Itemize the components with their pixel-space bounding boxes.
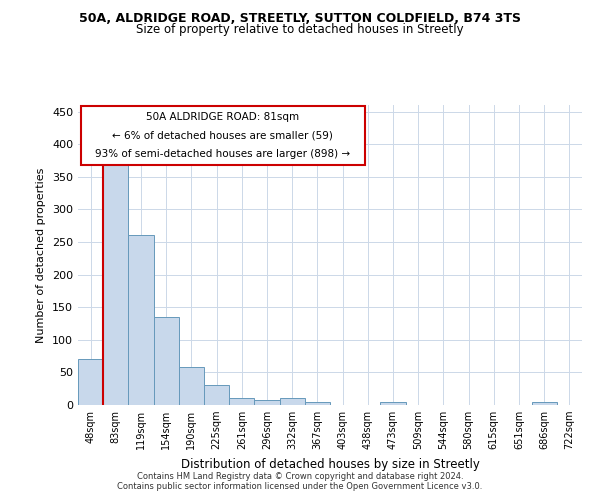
X-axis label: Distribution of detached houses by size in Streetly: Distribution of detached houses by size … [181, 458, 479, 470]
Bar [78, 360, 103, 405]
Bar [254, 400, 280, 405]
Bar [103, 160, 128, 405]
Bar [280, 398, 305, 405]
Text: Contains HM Land Registry data © Crown copyright and database right 2024.: Contains HM Land Registry data © Crown c… [137, 472, 463, 481]
Bar [380, 402, 406, 405]
Bar [204, 386, 229, 405]
Text: Contains public sector information licensed under the Open Government Licence v3: Contains public sector information licen… [118, 482, 482, 491]
Bar [305, 402, 330, 405]
Text: Size of property relative to detached houses in Streetly: Size of property relative to detached ho… [136, 24, 464, 36]
Y-axis label: Number of detached properties: Number of detached properties [37, 168, 46, 342]
Bar [128, 236, 154, 405]
Bar [154, 317, 179, 405]
Text: 50A ALDRIDGE ROAD: 81sqm: 50A ALDRIDGE ROAD: 81sqm [146, 112, 299, 122]
Bar [179, 366, 204, 405]
Bar [532, 402, 557, 405]
Text: 93% of semi-detached houses are larger (898) →: 93% of semi-detached houses are larger (… [95, 150, 350, 160]
Text: ← 6% of detached houses are smaller (59): ← 6% of detached houses are smaller (59) [112, 130, 334, 141]
FancyBboxPatch shape [80, 106, 365, 165]
Text: 50A, ALDRIDGE ROAD, STREETLY, SUTTON COLDFIELD, B74 3TS: 50A, ALDRIDGE ROAD, STREETLY, SUTTON COL… [79, 12, 521, 26]
Bar [229, 398, 254, 405]
